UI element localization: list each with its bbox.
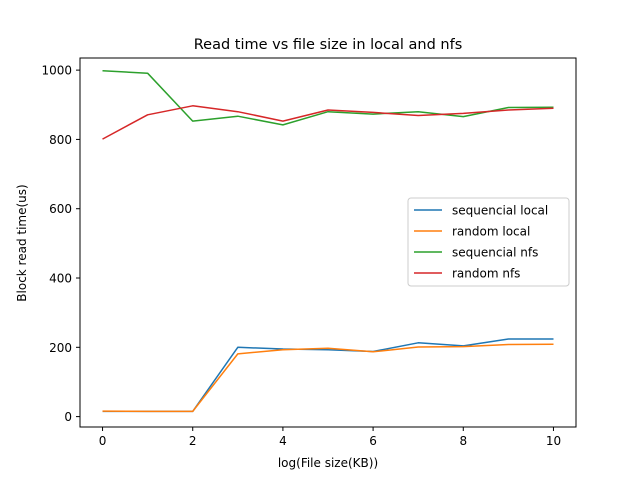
x-tick-label: 8 <box>459 434 467 448</box>
legend-label: sequencial local <box>452 204 548 218</box>
legend: sequencial local random local sequencial n… <box>407 197 570 287</box>
x-tick-label: 0 <box>99 434 107 448</box>
legend-label: random nfs <box>452 267 520 281</box>
series-line-1 <box>102 343 554 413</box>
x-axis-label: log(File size(KB)) <box>278 456 378 470</box>
series-line-2 <box>102 70 554 126</box>
x-tick-label: 10 <box>546 434 561 448</box>
y-tick-label: 200 <box>49 341 72 355</box>
plot-area <box>102 70 554 413</box>
y-tick-label: 400 <box>49 272 72 286</box>
series-line-3 <box>102 105 554 140</box>
x-tick-label: 4 <box>279 434 287 448</box>
legend-label: sequencial nfs <box>452 246 538 260</box>
y-axis: 0 200 400 600 800 1000 <box>41 64 80 424</box>
y-tick-label: 1000 <box>41 64 72 78</box>
y-tick-label: 0 <box>64 410 72 424</box>
x-tick-label: 6 <box>369 434 377 448</box>
y-axis-label: Block read time(us) <box>15 184 29 301</box>
plot-frame <box>79 57 577 428</box>
series-line-0 <box>102 338 554 413</box>
x-axis: 0 2 4 6 8 10 <box>99 427 561 448</box>
y-tick-label: 600 <box>49 202 72 216</box>
x-tick-label: 2 <box>189 434 197 448</box>
legend-label: random local <box>452 225 530 239</box>
legend-box <box>407 197 570 287</box>
chart-title: Read time vs file size in local and nfs <box>194 37 463 53</box>
y-tick-label: 800 <box>49 133 72 147</box>
